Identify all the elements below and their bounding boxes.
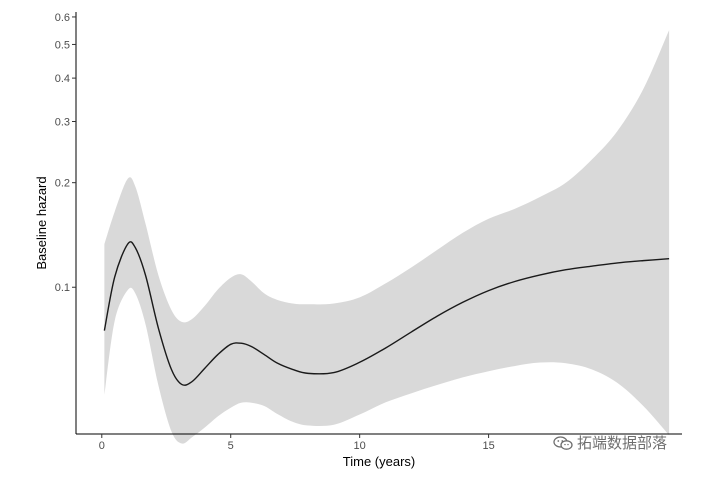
y-tick-label: 0.2 [55, 178, 70, 190]
x-axis-title: Time (years) [343, 454, 415, 469]
confidence-band-layer [104, 30, 670, 444]
hazard-line [103, 241, 670, 386]
y-tick-label: 0.4 [55, 73, 70, 85]
x-tick-label: 0 [99, 440, 105, 452]
y-tick-label: 0.5 [55, 39, 70, 51]
watermark-text: 拓端数据部落 [577, 434, 668, 452]
axes-layer [75, 12, 682, 435]
watermark: 拓端数据部落 [553, 432, 667, 453]
wechat-icon [553, 435, 573, 450]
y-tick-label: 0.1 [55, 282, 70, 294]
x-tick-label: 10 [354, 440, 366, 452]
x-tick-label: 15 [482, 440, 494, 452]
hazard-line-layer [103, 241, 670, 386]
x-tick-label: 5 [228, 440, 234, 452]
ticks-layer: 0 5 10 15 0.1 0.2 0.3 0.4 0.5 0.6 [55, 12, 495, 452]
y-axis-title: Baseline hazard [34, 176, 49, 269]
y-tick-label: 0.6 [55, 12, 70, 24]
confidence-band [104, 30, 670, 444]
y-tick-label: 0.3 [55, 117, 70, 129]
